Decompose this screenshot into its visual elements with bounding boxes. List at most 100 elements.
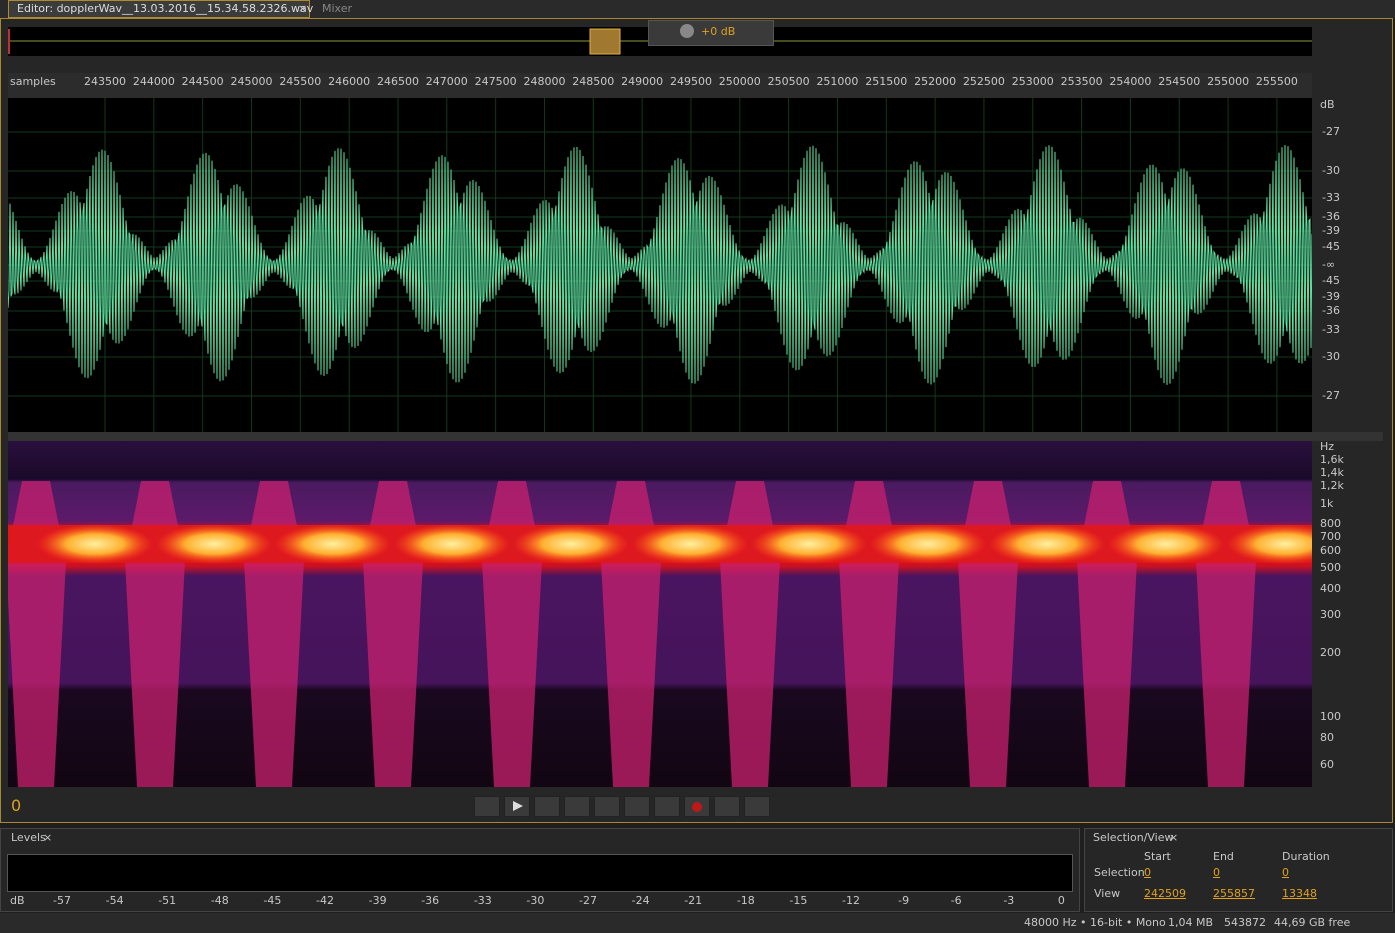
mixer-tab[interactable]: Mixer	[322, 2, 353, 15]
hz-label: 100	[1320, 710, 1341, 723]
hz-label: 80	[1320, 731, 1334, 744]
spectral-peak	[1108, 524, 1224, 564]
hz-label: 800	[1320, 517, 1341, 530]
ruler-label: 253500	[1060, 75, 1103, 88]
level-label: -9	[898, 894, 910, 907]
hz-label: 500	[1320, 561, 1341, 574]
ruler-label: 252000	[914, 75, 957, 88]
stop-button[interactable]	[474, 796, 500, 817]
volume-hud[interactable]	[648, 20, 774, 46]
status-item: 48000 Hz • 16-bit • Mono	[1024, 916, 1166, 929]
ruler-label: 247500	[474, 75, 517, 88]
ruler-label: 251000	[816, 75, 859, 88]
ruler-label: 248500	[572, 75, 615, 88]
status-bar	[0, 913, 1395, 933]
skip-button[interactable]	[744, 796, 770, 817]
hz-label: 600	[1320, 544, 1341, 557]
ruler-label: 247000	[425, 75, 468, 88]
status-item: 44,69 GB free	[1274, 916, 1351, 929]
row-value[interactable]: 0	[1144, 866, 1151, 879]
level-label: -51	[158, 894, 177, 907]
waveform-line	[8, 145, 1312, 385]
go-start-button[interactable]	[564, 796, 590, 817]
db-label: -39	[1322, 290, 1340, 303]
column-header: End	[1213, 850, 1234, 863]
column-header: Start	[1144, 850, 1171, 863]
spectral-peak	[513, 524, 629, 564]
row-value[interactable]: 0	[1282, 866, 1289, 879]
db-label: -45	[1322, 240, 1340, 253]
level-label: 0	[1057, 894, 1065, 907]
spectral-peak	[751, 524, 867, 564]
selection-view-close[interactable]: ×	[1169, 831, 1179, 844]
ruler-label: 249500	[669, 75, 712, 88]
waveform	[8, 98, 1312, 432]
hz-label: 300	[1320, 608, 1341, 621]
ruler-label: 248000	[523, 75, 566, 88]
row-label: View	[1094, 887, 1121, 900]
db-label: -27	[1322, 125, 1340, 138]
ruler-label: 246500	[376, 75, 419, 88]
hz-label: 1,4k	[1320, 466, 1344, 479]
level-meter	[7, 854, 1073, 892]
volume-label[interactable]: +0 dB	[701, 25, 736, 38]
ruler-label: 250500	[767, 75, 810, 88]
ruler	[8, 73, 1312, 98]
spectrogram	[8, 441, 1312, 787]
level-label: -30	[526, 894, 545, 907]
level-label: -33	[473, 894, 492, 907]
editor-tab[interactable]	[8, 0, 310, 18]
hz-label: 1k	[1320, 497, 1334, 510]
db-label: -33	[1322, 323, 1340, 336]
record-button[interactable]	[684, 796, 710, 817]
level-label: -21	[684, 894, 703, 907]
db-label: -36	[1322, 210, 1340, 223]
spectral-peak	[870, 524, 986, 564]
level-label: -12	[842, 894, 860, 907]
db-unit: dB	[1320, 98, 1335, 111]
ruler-label: 245500	[279, 75, 322, 88]
selection-view-panel	[1084, 828, 1393, 912]
hz-label: 1,6k	[1320, 453, 1344, 466]
go-end-button[interactable]	[654, 796, 680, 817]
hz-label: 60	[1320, 758, 1334, 771]
levels-close[interactable]: ×	[43, 831, 53, 844]
spectral-peak	[394, 524, 510, 564]
level-label: -3	[1003, 894, 1015, 907]
spectral-peak	[989, 524, 1105, 564]
ruler-label: 254500	[1158, 75, 1201, 88]
hz-label: 1,2k	[1320, 479, 1344, 492]
tab-close[interactable]: ×	[298, 2, 308, 15]
ruler-label: 244500	[181, 75, 224, 88]
volume-knob[interactable]	[680, 24, 694, 38]
row-label: Selection	[1094, 866, 1145, 879]
splitter[interactable]	[8, 432, 1383, 441]
ruler-label: 254000	[1109, 75, 1152, 88]
tab-bar	[0, 0, 1395, 18]
pause-button[interactable]	[534, 796, 560, 817]
rewind-button[interactable]	[594, 796, 620, 817]
db-label: -27	[1322, 389, 1340, 402]
row-value[interactable]: 255857	[1213, 887, 1255, 900]
level-label: -39	[368, 894, 387, 907]
editor-tab-label[interactable]: Editor: dopplerWav__13.03.2016__15.34.58…	[17, 2, 314, 15]
loop-button[interactable]	[714, 796, 740, 817]
forward-button[interactable]	[624, 796, 650, 817]
level-label: -27	[579, 894, 597, 907]
row-value[interactable]: 242509	[1144, 887, 1186, 900]
row-value[interactable]: 0	[1213, 866, 1220, 879]
db-label: -∞	[1322, 258, 1336, 271]
hz-label: 700	[1320, 530, 1341, 543]
ruler-label: 250000	[718, 75, 761, 88]
ruler-label: 251500	[865, 75, 908, 88]
row-value[interactable]: 13348	[1282, 887, 1317, 900]
db-label: -36	[1322, 304, 1340, 317]
ruler-unit: samples	[10, 75, 56, 88]
time-display: 0	[11, 796, 22, 815]
ruler-label: 245000	[230, 75, 273, 88]
ruler-label: 244000	[132, 75, 175, 88]
level-label: -48	[210, 894, 229, 907]
ruler-label: 249000	[621, 75, 664, 88]
spectral-peak	[156, 524, 272, 564]
spectral-peak	[275, 524, 391, 564]
